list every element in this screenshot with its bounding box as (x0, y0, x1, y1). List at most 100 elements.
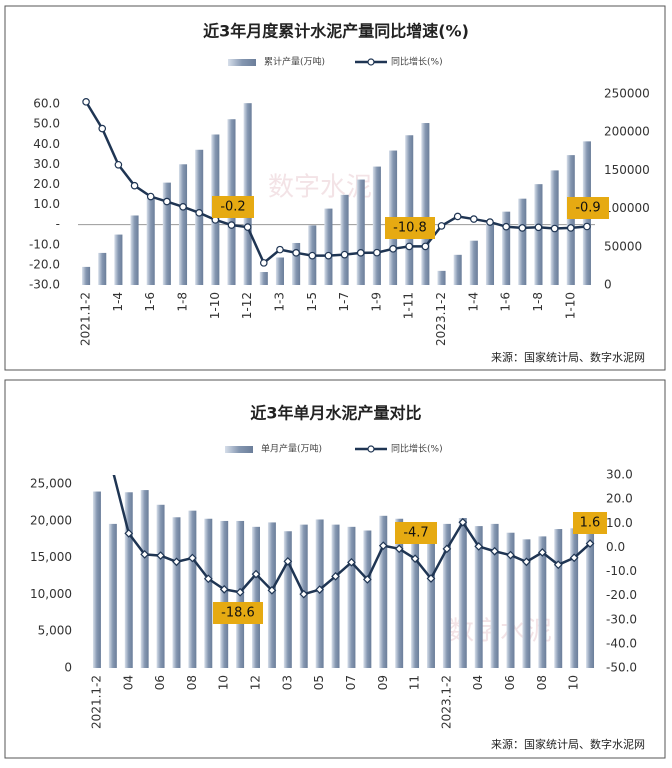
y2-tick-label: 250000 (604, 87, 650, 101)
x-tick-label: 04 (471, 675, 485, 690)
annotation: -0.2 (220, 200, 245, 215)
marker (347, 557, 356, 567)
chart-title: 近3年月度累计水泥产量同比增速(%) (203, 22, 469, 41)
annotation-box (395, 522, 437, 544)
y-tick-label: 50.0 (33, 117, 60, 131)
chart: 近3年单月水泥产量对比数字水泥25,00020,00015,00010,0005… (30, 404, 645, 752)
bar (98, 252, 107, 285)
marker (522, 557, 531, 567)
y2-tick-label: -30.0 (606, 612, 637, 626)
bar (427, 536, 435, 668)
bar (566, 155, 575, 285)
bar (485, 223, 495, 285)
bar (347, 526, 356, 668)
marker (437, 222, 446, 230)
bar (372, 166, 381, 285)
bar (363, 530, 372, 668)
y-tick-label: -10.0 (29, 237, 60, 251)
bar (522, 539, 531, 668)
marker (235, 587, 245, 597)
marker (490, 546, 499, 556)
annotation: -18.6 (221, 606, 255, 621)
y2-tick-label: -40.0 (606, 636, 637, 650)
marker (534, 223, 543, 232)
y2-tick-label: 0.0 (606, 540, 625, 554)
x-tick-label: 11 (408, 675, 422, 690)
marker (363, 575, 372, 584)
bar (458, 518, 467, 668)
marker (566, 224, 575, 232)
annotation-box (213, 602, 263, 624)
marker (179, 202, 187, 211)
marker (470, 215, 478, 223)
bar (421, 123, 430, 285)
x-tick-label: 1-5 (305, 292, 319, 312)
source: 来源：国家统计局、数字水泥网 (491, 737, 645, 751)
y2-tick-label: -20.0 (606, 588, 637, 602)
bar (267, 522, 276, 668)
annotation: 1.6 (580, 516, 601, 531)
annotation-box (212, 196, 254, 218)
bar (283, 531, 292, 668)
marker (356, 249, 365, 257)
marker (569, 553, 579, 563)
bar (538, 536, 547, 668)
annotation: -10.8 (393, 221, 427, 236)
marker (585, 539, 595, 548)
y2-tick-label: 50000 (604, 239, 642, 253)
marker (114, 160, 123, 169)
marker (283, 557, 293, 566)
legend-swatch (228, 59, 256, 66)
bar (437, 270, 446, 285)
bar (324, 208, 333, 285)
marker (251, 569, 261, 579)
x-tick-label: 07 (344, 675, 358, 690)
bar (506, 532, 515, 668)
y-tick-label: 40.0 (33, 137, 60, 151)
marker (474, 542, 484, 551)
marker (394, 544, 404, 554)
bar (108, 523, 117, 668)
marker (243, 223, 252, 231)
bar (114, 234, 123, 285)
marker (315, 585, 324, 594)
annotation: -0.9 (575, 201, 600, 216)
legend-swatch (225, 446, 253, 453)
marker (421, 242, 430, 251)
marker (98, 124, 107, 133)
bar (518, 198, 527, 285)
x-tick-label: 05 (312, 675, 326, 690)
marker (308, 251, 317, 260)
bar (292, 242, 301, 285)
line-layer (82, 98, 591, 267)
bar (356, 179, 365, 285)
legend-marker (367, 58, 375, 66)
bar (92, 491, 101, 668)
legend-label: 单月产量(万吨) (261, 443, 322, 455)
y-tick-label: - (56, 217, 60, 231)
x-tick-label: 1-6 (499, 292, 513, 312)
chart: 近3年月度累计水泥产量同比增速(%) 数字水泥 60.0 50.0 40.0 30.0 20… (29, 22, 650, 365)
bar (469, 240, 478, 285)
y2-tick-label: -10.0 (606, 564, 637, 578)
x-tick-label: 1-9 (369, 292, 383, 312)
x-tick-label: 1-7 (337, 292, 351, 312)
marker (195, 209, 203, 217)
chart-title: 近3年单月水泥产量对比 (250, 404, 421, 423)
bar (405, 135, 414, 285)
marker (583, 222, 591, 231)
y2-tick-label: 150000 (604, 163, 650, 177)
marker (227, 221, 236, 229)
x-tick-label: 10 (567, 675, 581, 690)
marker (502, 222, 510, 231)
bar (146, 197, 155, 285)
marker (340, 250, 349, 259)
y-tick-label: 5,000 (38, 624, 72, 638)
bar (586, 528, 595, 668)
marker (378, 541, 388, 551)
bar (140, 490, 149, 668)
bar (490, 523, 499, 668)
bar (259, 272, 268, 285)
annotation: -4.7 (403, 526, 428, 541)
